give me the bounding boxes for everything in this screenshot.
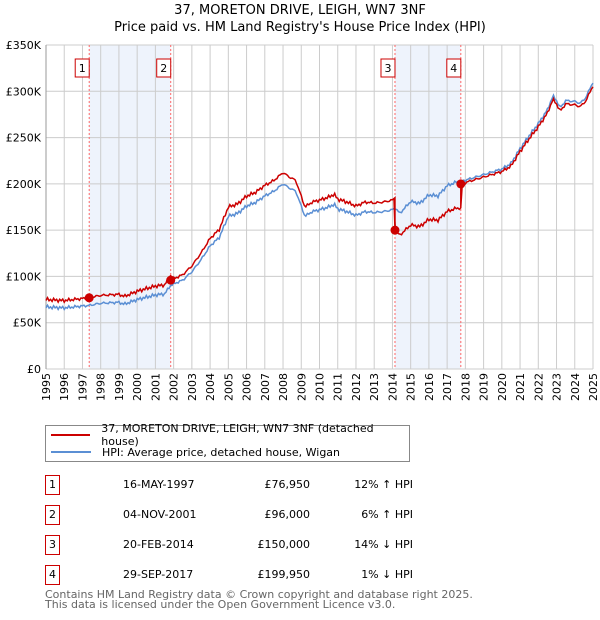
sale-number: 3 (45, 535, 60, 555)
x-tick-label: 2014 (386, 373, 399, 401)
legend-label-property: 37, MORETON DRIVE, LEIGH, WN7 3NF (detac… (101, 422, 374, 448)
x-tick-label: 2010 (314, 373, 327, 401)
x-tick-label: 1996 (58, 373, 71, 401)
sale-number: 2 (45, 505, 60, 525)
x-tick-label: 2020 (496, 373, 509, 401)
x-tick-label: 2017 (441, 373, 454, 401)
x-tick-label: 2009 (295, 373, 308, 401)
x-tick-label: 2019 (478, 373, 491, 401)
sale-hpi-diff: 12% ↑ HPI (354, 478, 413, 491)
x-tick-label: 2002 (168, 373, 181, 401)
sale-price: £150,000 (257, 538, 311, 551)
sale-label-box (156, 58, 172, 78)
legend: 37, MORETON DRIVE, LEIGH, WN7 3NF (detac… (45, 422, 410, 462)
table-row: 4 29-SEP-2017 £199,950 1% ↓ HPI (45, 565, 445, 585)
x-tick-label: 1999 (113, 373, 126, 401)
x-tick-label: 1995 (40, 373, 53, 401)
sale-number: 1 (45, 475, 60, 495)
y-tick-label: £150K (6, 224, 42, 237)
table-row: 3 20-FEB-2014 £150,000 14% ↓ HPI (45, 535, 445, 555)
x-tick-label: 2001 (149, 373, 162, 401)
price-chart: £0 £50K £100K £150K £200K £250K £300K £350K 1995… (6, 39, 600, 401)
sale-hpi-diff: 1% ↓ HPI (361, 568, 413, 581)
legend-label-hpi: HPI: Average price, detached house, Wiga… (102, 445, 341, 459)
x-tick-label: 2022 (532, 373, 545, 401)
table-row: 1 16-MAY-1997 £76,950 12% ↑ HPI (45, 475, 445, 495)
x-tick-label: 2025 (587, 373, 600, 401)
x-tick-label: 2018 (459, 373, 472, 401)
x-tick-label: 2011 (332, 373, 345, 401)
legend-item-property: 37, MORETON DRIVE, LEIGH, WN7 3NF (detac… (51, 422, 409, 448)
footer-licence: This data is licensed under the Open Gov… (45, 598, 396, 611)
sale-hpi-diff: 14% ↓ HPI (354, 538, 413, 551)
sale-label-box (446, 58, 462, 78)
sale-point-4 (456, 179, 466, 189)
y-tick-label: £250K (6, 132, 42, 145)
shaded-band (89, 45, 171, 369)
sale-label-3: 3 (384, 62, 391, 75)
y-tick-label: £300K (6, 85, 42, 98)
x-tick-label: 2015 (405, 373, 418, 401)
sale-date: 16-MAY-1997 (123, 478, 195, 491)
x-tick-label: 2013 (368, 373, 381, 401)
sale-date: 04-NOV-2001 (123, 508, 197, 521)
legend-swatch-hpi (51, 451, 91, 453)
sale-price: £96,000 (264, 508, 311, 521)
x-tick-label: 2008 (277, 373, 290, 401)
x-tick-label: 2007 (259, 373, 272, 401)
sale-price: £76,950 (264, 478, 311, 491)
sale-label-box (380, 58, 396, 78)
y-tick-label: £350K (6, 39, 42, 52)
sale-hpi-diff: 6% ↑ HPI (361, 508, 413, 521)
y-tick-label: £200K (6, 178, 42, 191)
sale-label-1: 1 (79, 62, 86, 75)
sale-price: £199,950 (257, 568, 311, 581)
x-tick-label: 2012 (350, 373, 363, 401)
property-line (45, 86, 594, 304)
footer-copyright: Contains HM Land Registry data © Crown c… (45, 588, 473, 601)
x-tick-label: 2000 (131, 373, 144, 401)
hpi-line (45, 82, 594, 311)
x-tick-label: 2006 (241, 373, 254, 401)
sale-date: 29-SEP-2017 (123, 568, 194, 581)
y-tick-label: £50K (13, 317, 42, 330)
sale-label-box (74, 58, 90, 78)
sale-number: 4 (45, 565, 60, 585)
x-tick-label: 1997 (76, 373, 89, 401)
sale-label-4: 4 (450, 62, 457, 75)
legend-item-hpi: HPI: Average price, detached house, Wiga… (51, 444, 340, 460)
chart-subtitle: Price paid vs. HM Land Registry's House … (114, 20, 486, 35)
x-tick-label: 2005 (222, 373, 235, 401)
x-tick-label: 2004 (204, 373, 217, 401)
table-row: 2 04-NOV-2001 £96,000 6% ↑ HPI (45, 505, 445, 525)
x-tick-label: 1998 (95, 373, 108, 401)
x-tick-label: 2024 (569, 373, 582, 401)
sale-date: 20-FEB-2014 (123, 538, 194, 551)
sale-label-2: 2 (160, 62, 167, 75)
sale-point-1 (84, 293, 94, 303)
chart-title: 37, MORETON DRIVE, LEIGH, WN7 3NF (174, 3, 426, 18)
y-tick-label: £100K (6, 270, 42, 283)
x-tick-label: 2016 (423, 373, 436, 401)
x-tick-label: 2023 (551, 373, 564, 401)
legend-swatch-property (51, 434, 91, 436)
sale-point-2 (166, 275, 176, 285)
x-tick-label: 2021 (514, 373, 527, 401)
sale-point-3 (390, 225, 400, 235)
x-tick-label: 2003 (186, 373, 199, 401)
y-tick-label: £0 (27, 363, 41, 376)
